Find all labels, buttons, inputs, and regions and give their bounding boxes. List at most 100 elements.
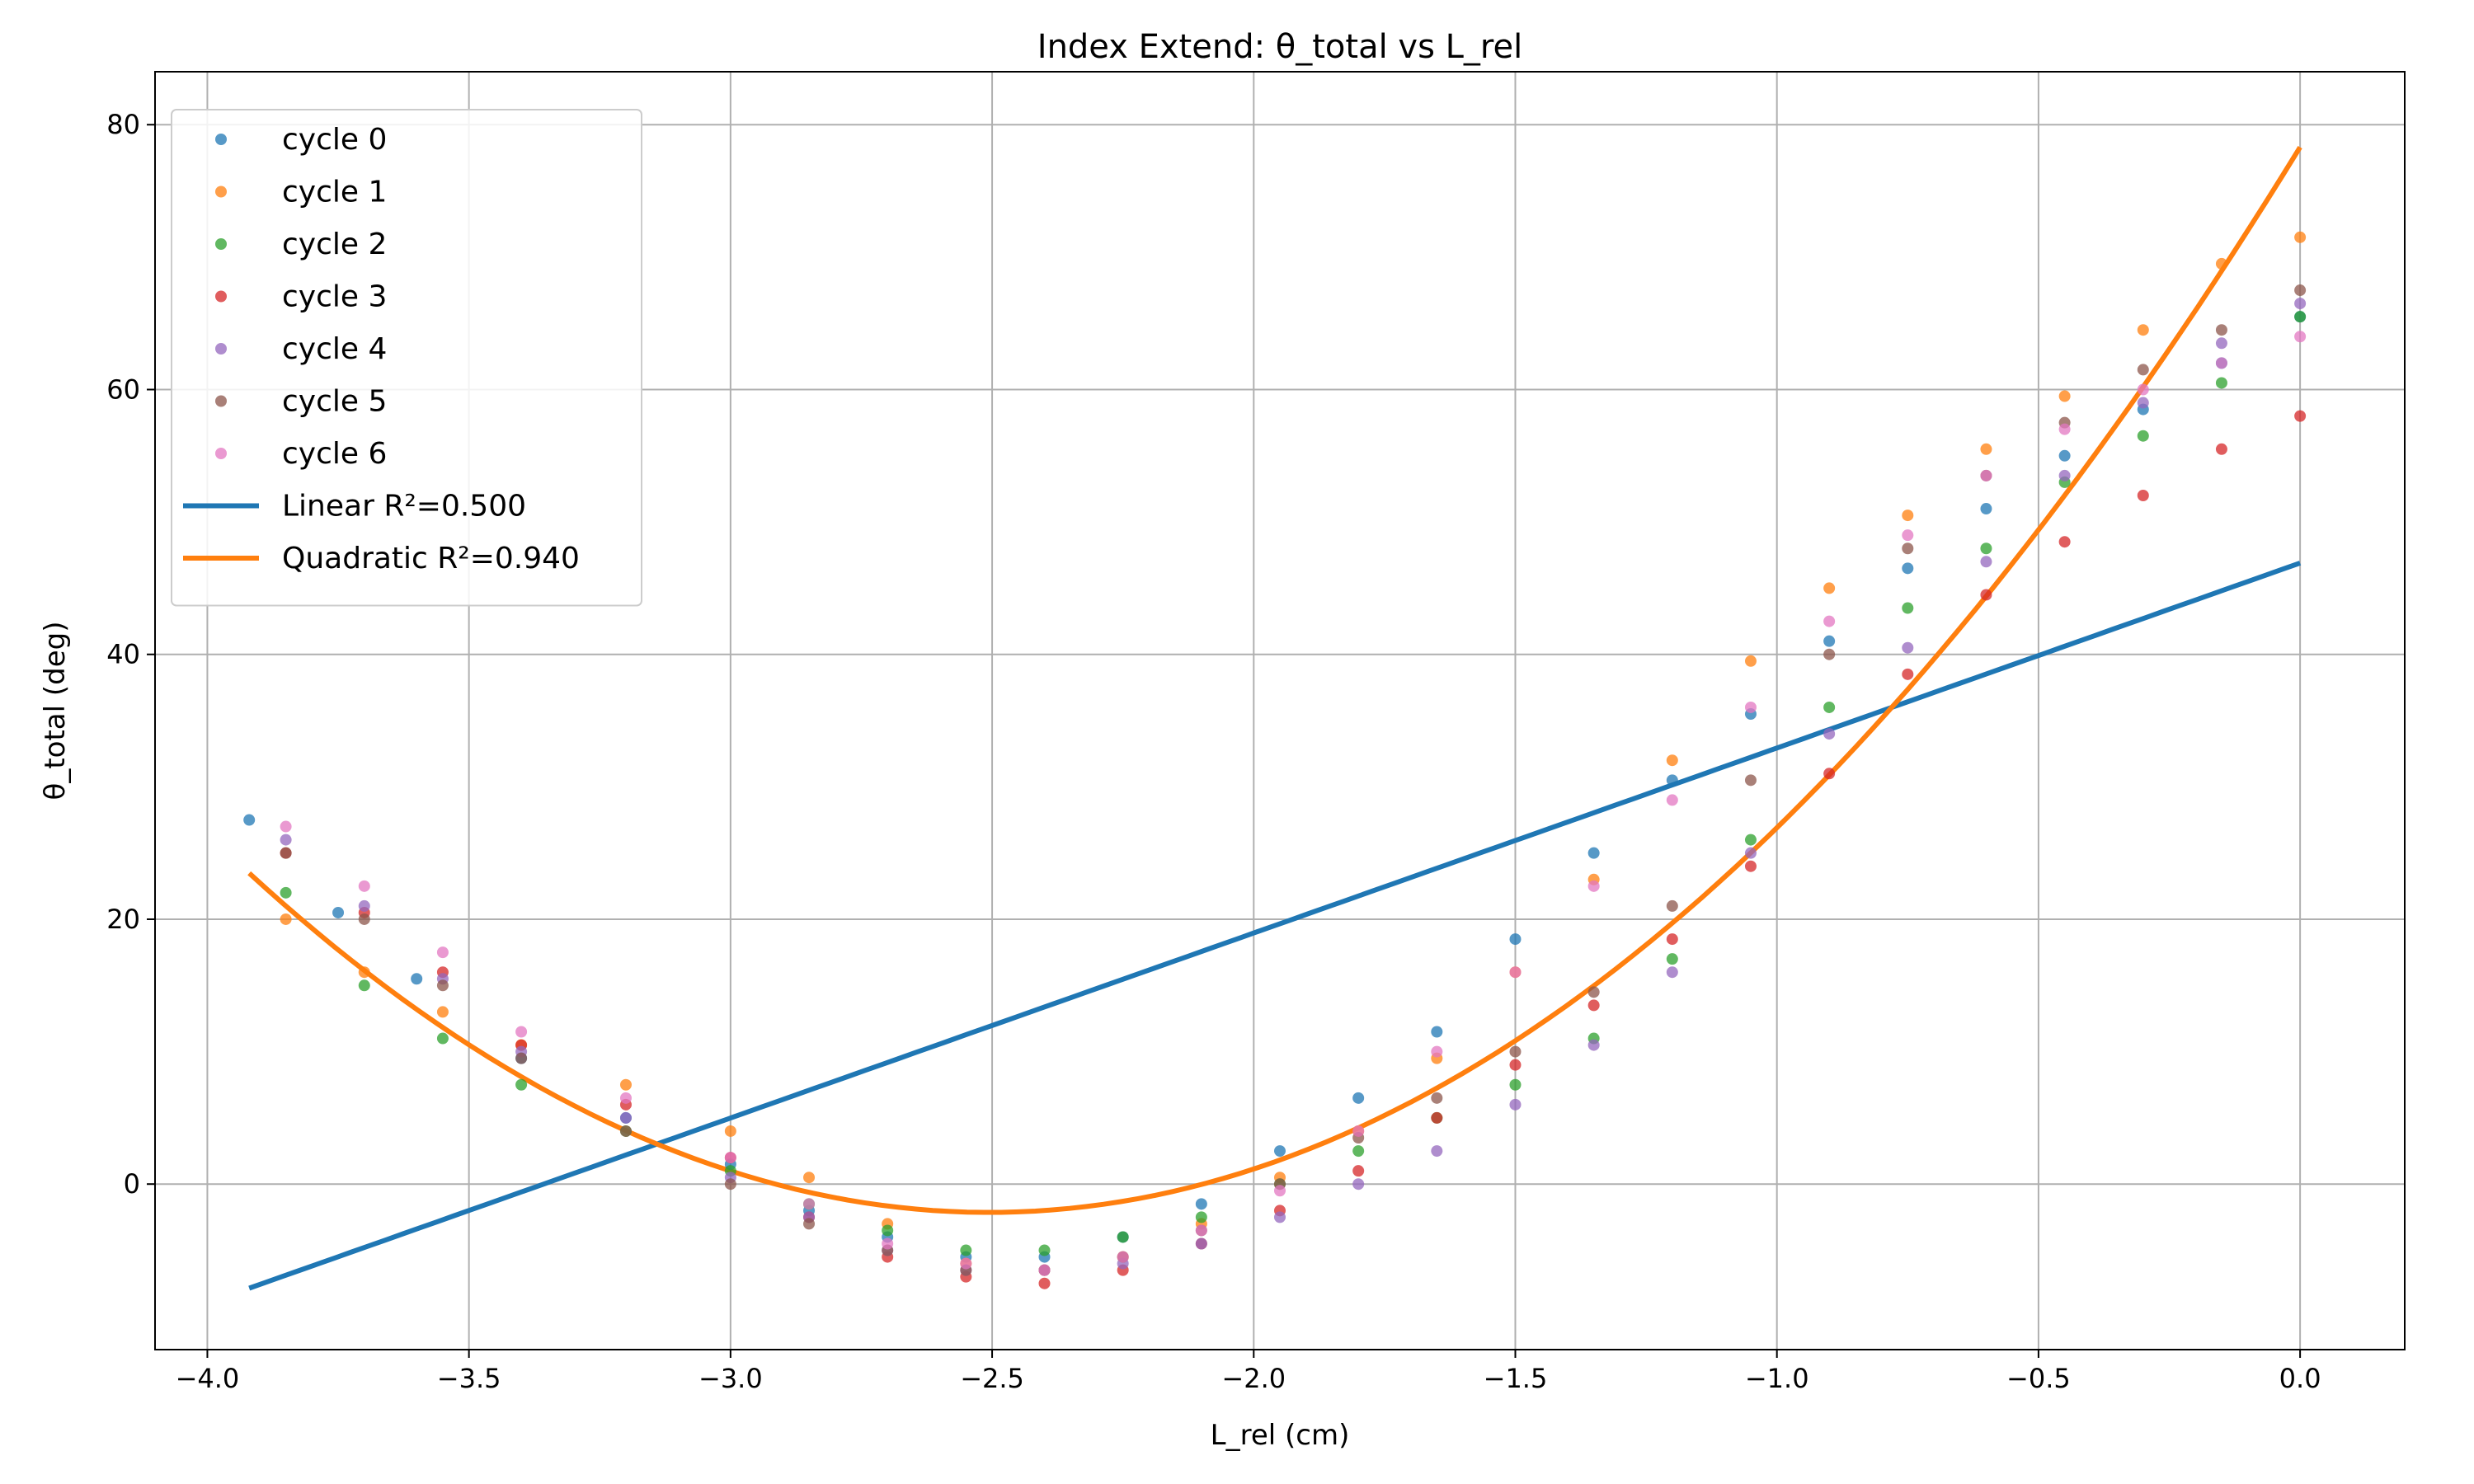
x-tick-label: −3.0 [698, 1363, 763, 1394]
scatter-point-cycle-6 [1509, 966, 1522, 979]
scatter-point-cycle-0 [1902, 562, 1914, 575]
scatter-point-cycle-6 [2294, 331, 2307, 343]
scatter-point-cycle-4 [1274, 1211, 1286, 1223]
scatter-point-cycle-6 [2137, 383, 2149, 396]
scatter-point-cycle-3 [1980, 589, 1992, 601]
x-tick-label: 0.0 [2279, 1363, 2321, 1394]
scatter-point-cycle-0 [2058, 449, 2071, 462]
scatter-point-cycle-0 [1980, 503, 1992, 515]
scatter-point-cycle-6 [1274, 1185, 1286, 1197]
scatter-point-cycle-5 [724, 1178, 736, 1190]
scatter-point-cycle-2 [1666, 953, 1678, 965]
legend-marker [215, 395, 227, 407]
scatter-point-cycle-5 [619, 1125, 632, 1137]
legend-marker [215, 134, 227, 145]
scatter-point-cycle-4 [1823, 728, 1836, 740]
y-tick-label: 40 [106, 639, 140, 670]
scatter-point-cycle-5 [1509, 1045, 1522, 1058]
scatter-point-cycle-5 [2215, 324, 2227, 336]
x-tick-label: −4.0 [176, 1363, 240, 1394]
legend-label: cycle 1 [282, 176, 387, 209]
scatter-point-cycle-2 [1117, 1231, 1129, 1243]
scatter-point-cycle-2 [2215, 377, 2227, 389]
x-tick-label: −2.5 [960, 1363, 1024, 1394]
scatter-point-cycle-5 [1902, 542, 1914, 555]
scatter-point-cycle-2 [1038, 1244, 1051, 1256]
scatter-point-cycle-1 [1823, 582, 1836, 594]
scatter-point-cycle-1 [2294, 231, 2307, 243]
scatter-point-cycle-6 [2058, 423, 2071, 435]
scatter-point-cycle-6 [1902, 529, 1914, 542]
scatter-point-cycle-4 [2058, 469, 2071, 481]
scatter-point-cycle-0 [1431, 1026, 1443, 1038]
scatter-point-cycle-1 [803, 1172, 816, 1184]
scatter-point-cycle-2 [1902, 602, 1914, 614]
scatter-point-cycle-3 [1509, 1059, 1522, 1071]
legend-box [171, 109, 642, 607]
scatter-point-cycle-4 [1431, 1145, 1443, 1158]
scatter-point-cycle-6 [1431, 1045, 1443, 1058]
scatter-point-cycle-6 [882, 1237, 894, 1250]
scatter-point-cycle-2 [436, 1032, 449, 1045]
scatter-point-cycle-5 [515, 1052, 528, 1064]
scatter-point-cycle-0 [1823, 635, 1836, 647]
x-tick-label: −1.5 [1484, 1363, 1548, 1394]
x-tick-label: −3.5 [437, 1363, 501, 1394]
scatter-point-cycle-4 [2215, 337, 2227, 350]
scatter-point-cycle-3 [1666, 933, 1678, 946]
scatter-point-cycle-6 [280, 820, 292, 833]
y-tick-label: 80 [106, 109, 140, 140]
scatter-point-cycle-1 [2058, 390, 2071, 402]
scatter-point-cycle-0 [411, 973, 423, 985]
legend-label: cycle 4 [282, 332, 387, 366]
scatter-point-cycle-5 [1666, 899, 1678, 912]
scatter-point-cycle-2 [1744, 834, 1757, 846]
scatter-point-cycle-2 [515, 1078, 528, 1091]
scatter-point-cycle-3 [2215, 443, 2227, 455]
scatter-point-cycle-6 [1038, 1264, 1051, 1276]
scatter-point-cycle-0 [1587, 847, 1600, 859]
scatter-point-cycle-5 [436, 979, 449, 992]
scatter-point-cycle-5 [803, 1218, 816, 1230]
scatter-points [243, 231, 2307, 1289]
scatter-point-cycle-0 [243, 814, 256, 826]
scatter-point-cycle-6 [515, 1026, 528, 1038]
scatter-point-cycle-2 [1509, 1078, 1522, 1091]
scatter-point-cycle-3 [2058, 536, 2071, 548]
scatter-point-cycle-6 [2215, 357, 2227, 369]
scatter-point-cycle-4 [1587, 1039, 1600, 1051]
scatter-point-cycle-2 [882, 1224, 894, 1237]
scatter-point-cycle-1 [1980, 443, 1992, 455]
scatter-point-cycle-0 [1352, 1092, 1365, 1104]
scatter-point-cycle-0 [1274, 1145, 1286, 1158]
x-tick-label: −0.5 [2006, 1363, 2071, 1394]
x-tick-label: −2.0 [1221, 1363, 1286, 1394]
legend-marker [215, 343, 227, 355]
legend-marker [215, 290, 227, 303]
scatter-point-cycle-3 [1038, 1277, 1051, 1289]
scatter-point-cycle-3 [2294, 410, 2307, 422]
scatter-point-cycle-5 [280, 847, 292, 859]
scatter-point-cycle-4 [1352, 1178, 1365, 1190]
x-ticks: −4.0 −3.5 −3.0 −2.5 −2.0 −1.5 −1.0 −0.5 0.0 [176, 1350, 2321, 1394]
scatter-point-cycle-6 [960, 1257, 972, 1270]
legend-marker [215, 238, 227, 250]
scatter-point-cycle-4 [2294, 298, 2307, 310]
scatter-point-cycle-1 [724, 1125, 736, 1137]
legend-label: cycle 6 [282, 437, 387, 471]
scatter-point-cycle-2 [2294, 311, 2307, 323]
scatter-point-cycle-5 [358, 913, 370, 925]
legend-label: Quadratic R²=0.940 [282, 542, 580, 575]
y-ticks: 0 20 40 60 80 [106, 109, 155, 1200]
scatter-point-cycle-4 [1902, 641, 1914, 654]
scatter-point-cycle-5 [1823, 648, 1836, 660]
scatter-point-cycle-2 [1823, 701, 1836, 713]
scatter-point-cycle-5 [1587, 986, 1600, 998]
scatter-point-cycle-6 [1352, 1125, 1365, 1137]
y-tick-label: 20 [106, 904, 140, 935]
scatter-point-cycle-4 [280, 834, 292, 846]
fit-lines [247, 146, 2302, 1291]
scatter-point-cycle-1 [2137, 324, 2149, 336]
scatter-point-cycle-6 [436, 946, 449, 959]
scatter-point-cycle-0 [332, 906, 345, 918]
